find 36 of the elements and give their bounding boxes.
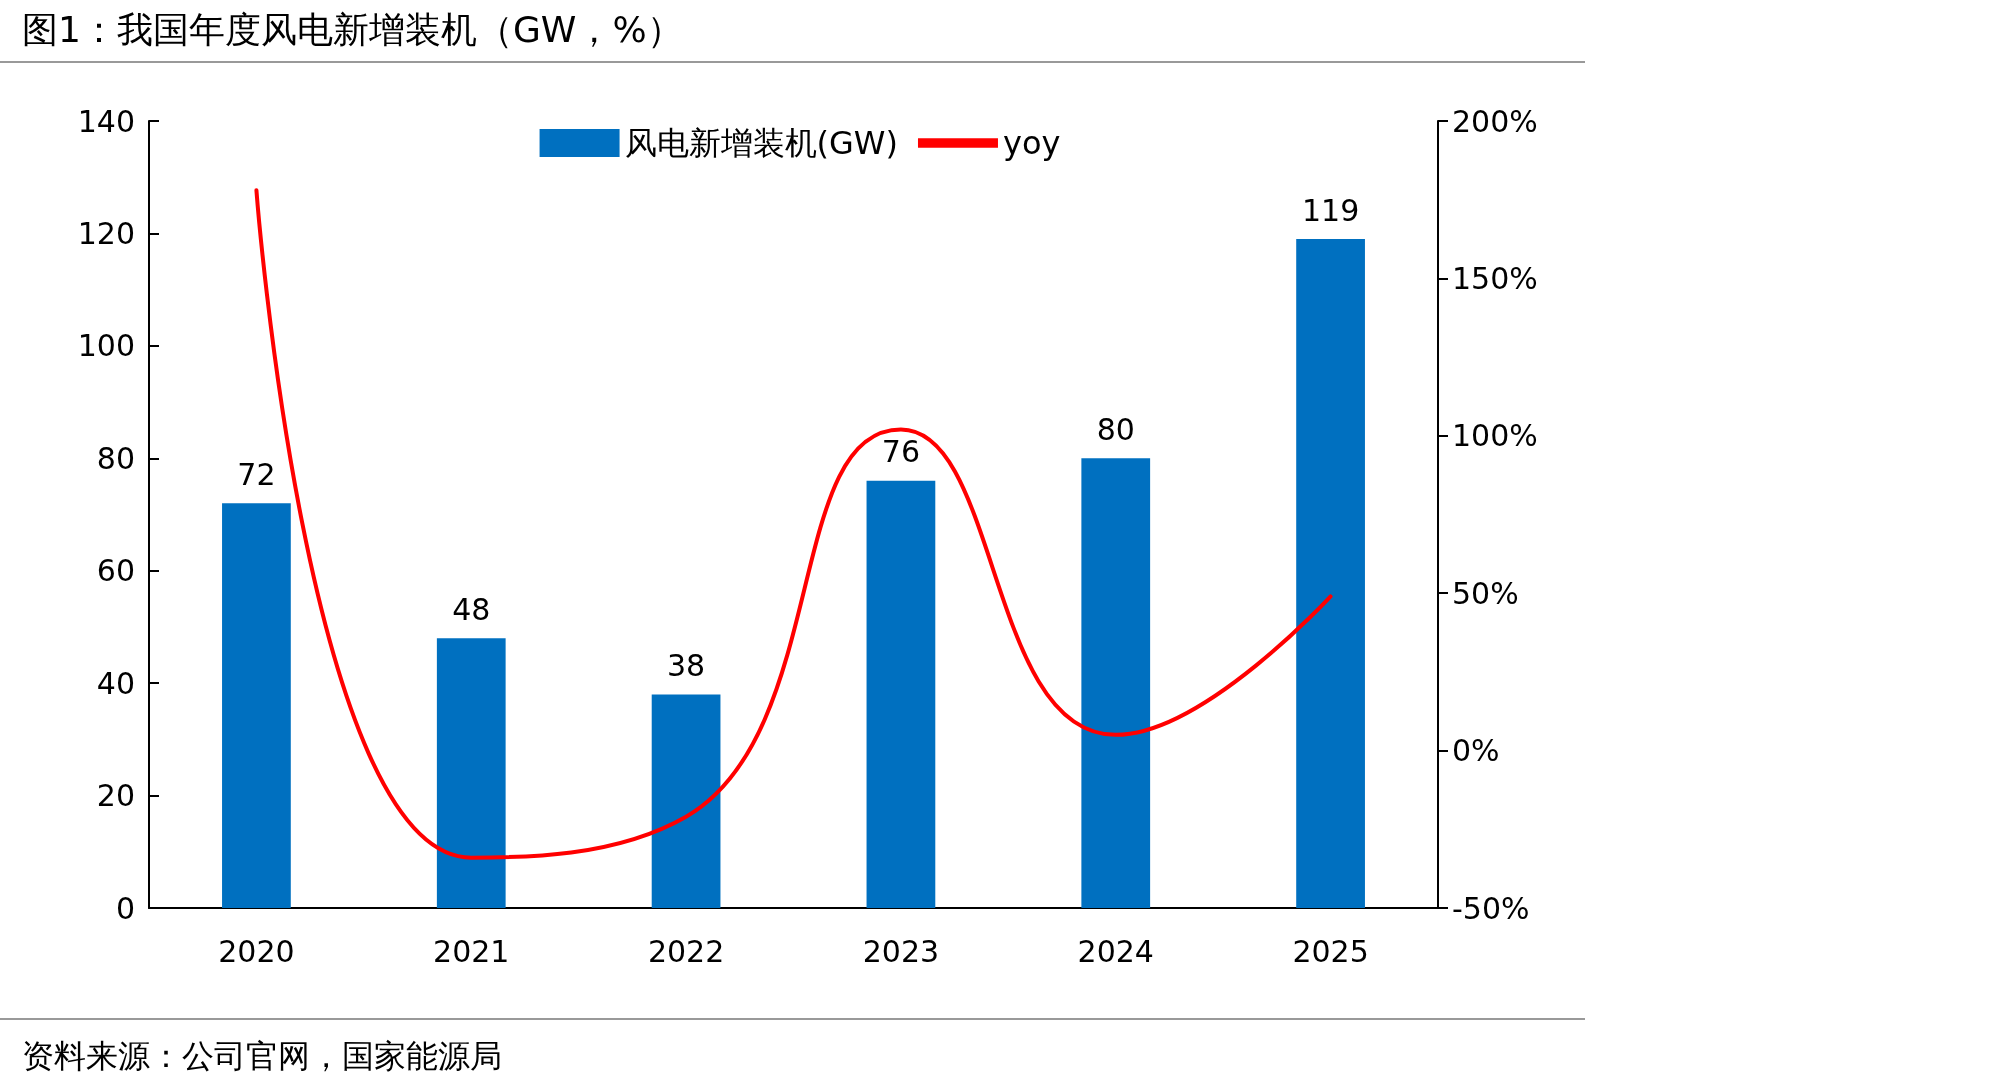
y-tick-label: 0 [115,890,135,926]
y-tick-label: 60 [96,553,135,589]
data-label: 76 [881,434,921,470]
x-tick-label: 2020 [218,933,295,969]
y2-tick-label: 200% [1452,103,1538,139]
y2-tick-label: 150% [1452,260,1538,296]
y-tick-label: 120 [77,215,135,251]
data-label: 48 [452,591,491,627]
data-label: 38 [666,647,706,683]
y2-tick-label: 50% [1452,575,1519,611]
chart-title: 图1：我国年度风电新增装机（GW，%） [22,8,683,52]
bar [222,503,291,908]
y-tick-label: 140 [77,103,135,139]
y2-tick-label: 0% [1452,733,1500,769]
data-label: 72 [237,456,276,492]
bar [651,694,721,908]
x-tick-label: 2021 [433,933,510,969]
bar [436,638,506,908]
data-label: 119 [1301,192,1360,228]
x-tick-label: 2022 [647,933,725,969]
bar [866,480,936,908]
x-tick-label: 2025 [1292,933,1369,969]
legend-label: 风电新增装机(GW) [624,124,898,162]
y2-tick-label: -50% [1452,890,1530,926]
y-tick-label: 100 [77,328,135,364]
y-tick-label: 20 [96,778,135,814]
y-tick-label: 80 [96,440,135,476]
x-tick-label: 2024 [1077,933,1154,969]
data-label: 80 [1096,411,1135,447]
y2-tick-label: 100% [1452,418,1538,454]
bar [1081,458,1151,908]
legend-label: yoy [1002,124,1061,162]
bar [1296,239,1365,908]
x-tick-label: 2023 [862,933,940,969]
y-tick-label: 40 [96,665,135,701]
text: 资料来源：公司官网，国家能源局 [22,1036,502,1077]
